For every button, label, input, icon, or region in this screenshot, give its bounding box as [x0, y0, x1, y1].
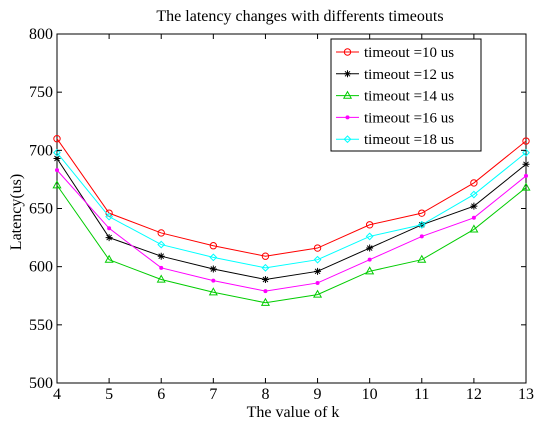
series-point — [209, 242, 218, 250]
legend-label: timeout =18 us — [364, 132, 454, 148]
series-line — [56, 152, 527, 269]
y-tick-label: 750 — [29, 84, 53, 101]
y-tick-label: 700 — [29, 142, 53, 159]
series-point — [314, 267, 322, 275]
series-point — [417, 254, 427, 263]
x-tick-label: 5 — [105, 386, 113, 403]
legend-marker — [343, 48, 352, 56]
legend-item: timeout =14 us — [336, 89, 454, 105]
series-point — [105, 212, 114, 221]
y-tick-label: 600 — [29, 259, 53, 276]
series-point — [261, 252, 270, 260]
series-point — [470, 179, 478, 187]
axis-ticks: 4 5 6 7 8 9 10 11 12 13 500 550 600 650 700 750 800 — [29, 26, 534, 403]
series-point — [53, 148, 61, 157]
series-point — [209, 265, 217, 273]
legend: timeout =10 us timeout =12 us timeout =14 … — [330, 38, 482, 152]
x-tick-label: 11 — [414, 386, 429, 403]
series-point — [52, 180, 62, 189]
y-tick-label: 550 — [29, 317, 53, 334]
x-tick-label: 9 — [314, 386, 322, 403]
series-line — [56, 184, 527, 304]
series-point — [522, 160, 530, 168]
y-tick-label: 500 — [29, 375, 53, 392]
series-point — [418, 209, 426, 217]
series-point — [524, 173, 528, 178]
series-point — [157, 229, 165, 237]
series-point — [105, 234, 113, 242]
legend-item: timeout =12 us — [336, 67, 454, 83]
series-group — [55, 168, 528, 294]
series-point — [104, 254, 114, 263]
x-tick-label: 8 — [261, 386, 269, 403]
series-point — [522, 137, 530, 145]
series-point — [313, 255, 322, 264]
series-point — [156, 274, 166, 283]
legend-label: timeout =16 us — [364, 110, 454, 126]
series-point — [521, 182, 531, 191]
series-point — [261, 275, 269, 283]
x-axis-label: The value of k — [247, 404, 340, 421]
legend-box — [330, 38, 482, 152]
legend-marker — [344, 70, 351, 78]
x-tick-label: 7 — [209, 386, 217, 403]
series-point — [157, 240, 166, 249]
series-line — [56, 169, 527, 292]
chart-title: The latency changes with differents time… — [156, 8, 443, 25]
legend-item: timeout =10 us — [336, 45, 454, 61]
y-tick-label: 650 — [29, 201, 53, 218]
legend-label: timeout =14 us — [364, 89, 454, 105]
legend-label: timeout =12 us — [364, 67, 454, 83]
series-point — [522, 148, 530, 157]
series-point — [53, 154, 61, 162]
legend-marker — [343, 135, 352, 144]
series-line — [56, 158, 527, 280]
series-point — [469, 224, 479, 233]
series-point — [55, 168, 59, 173]
x-tick-label: 13 — [518, 386, 534, 403]
legend-marker — [345, 115, 350, 120]
series-point — [365, 266, 375, 275]
series-point — [417, 220, 426, 229]
x-tick-label: 10 — [362, 386, 378, 403]
legend-label: timeout =10 us — [364, 45, 454, 61]
legend-marker — [342, 90, 353, 99]
series-point — [107, 226, 112, 231]
series-point — [159, 265, 164, 270]
series-point — [470, 202, 478, 210]
series-group — [52, 180, 531, 306]
legend-item: timeout =18 us — [336, 132, 454, 148]
series-group — [53, 135, 530, 260]
series-point — [471, 215, 476, 220]
series-point — [263, 289, 268, 294]
series-point — [313, 244, 322, 252]
y-axis-label: Latency(us) — [8, 174, 25, 250]
series-point — [365, 221, 374, 229]
series-point — [209, 253, 218, 262]
series-point — [366, 244, 374, 252]
series-group — [53, 148, 530, 272]
series-point — [469, 190, 478, 199]
series-point — [211, 278, 216, 283]
series-point — [157, 252, 165, 260]
legend-item: timeout =16 us — [336, 110, 454, 126]
series-point — [315, 280, 320, 285]
series-point — [419, 234, 424, 239]
series-point — [313, 289, 323, 298]
series-point — [261, 263, 270, 272]
series-point — [260, 297, 270, 306]
x-tick-label: 6 — [157, 386, 165, 403]
x-tick-label: 4 — [53, 386, 61, 403]
series-point — [367, 257, 372, 262]
series-point — [208, 287, 218, 296]
series-line — [56, 138, 527, 257]
series-point — [53, 135, 61, 143]
y-tick-label: 800 — [29, 26, 53, 43]
series-point — [365, 232, 374, 241]
x-tick-label: 12 — [466, 386, 482, 403]
